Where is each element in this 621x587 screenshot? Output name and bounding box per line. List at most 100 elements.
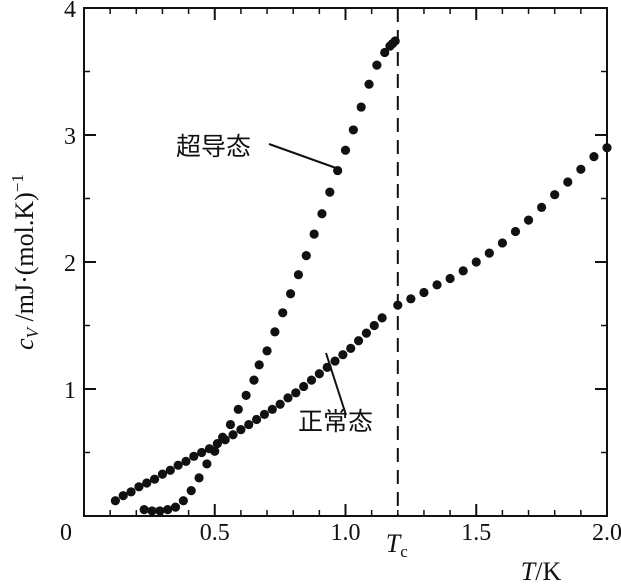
data-point: [537, 202, 547, 212]
plot-frame: [83, 7, 608, 517]
data-point: [361, 328, 372, 338]
data-point: [118, 491, 128, 501]
x-tick-label: 1.0: [331, 520, 361, 546]
data-point: [301, 251, 311, 261]
data-point: [369, 320, 379, 331]
data-point: [178, 496, 188, 506]
x-tick-label: 2.0: [592, 520, 621, 546]
data-point: [576, 164, 586, 174]
data-point: [445, 273, 455, 284]
data-point: [550, 190, 560, 200]
data-point: [563, 177, 573, 187]
x-tick-label: 0.5: [200, 520, 230, 546]
data-point: [259, 409, 270, 419]
data-point: [325, 187, 335, 197]
data-point: [317, 209, 327, 219]
data-point: [139, 505, 149, 515]
y-axis-label-c: c: [10, 338, 39, 350]
data-point: [220, 435, 230, 445]
tick-labels: 0.5 1.0 1.5 2.0 0 1 2 3 4: [60, 0, 621, 546]
data-point: [150, 474, 160, 484]
data-point: [471, 257, 481, 267]
data-point: [157, 469, 168, 479]
data-point: [197, 447, 207, 458]
x-axis-label-unit: /K: [535, 557, 561, 586]
data-point: [380, 47, 390, 58]
data-point: [126, 487, 136, 497]
normal-series: [110, 143, 612, 506]
data-point: [254, 360, 264, 370]
data-point: [346, 343, 356, 353]
superconducting-series: [139, 36, 400, 516]
data-point: [291, 388, 301, 398]
data-point: [251, 414, 262, 425]
data-point: [299, 381, 309, 392]
y-tick-label: 2: [64, 251, 76, 277]
data-point: [270, 327, 280, 337]
data-point: [170, 502, 181, 512]
data-point: [330, 356, 340, 366]
data-point: [244, 419, 254, 430]
x-tick-label: 1.5: [461, 520, 491, 546]
tc-label-main: T: [386, 529, 402, 558]
tc-label: Tc: [386, 529, 408, 561]
data-point: [241, 390, 251, 400]
data-point: [262, 346, 272, 356]
y-axis-label: cV /mJ·(mol.K)−1: [8, 174, 42, 350]
data-point: [233, 404, 243, 414]
data-point: [406, 294, 416, 304]
data-point: [142, 478, 152, 488]
data-point: [338, 350, 348, 360]
data-point: [458, 266, 468, 276]
data-point: [163, 505, 173, 515]
normal-annotation: 正常态: [298, 407, 373, 436]
data-point: [377, 313, 387, 323]
data-point: [602, 143, 612, 153]
data-point: [497, 238, 507, 248]
data-point: [225, 419, 236, 430]
data-point: [275, 399, 285, 409]
data-point: [589, 151, 599, 162]
y-axis-label-rest: /mJ·(mol.K): [10, 192, 39, 328]
data-point: [364, 79, 374, 89]
data-point: [212, 439, 222, 449]
data-point: [228, 430, 238, 440]
data-point: [309, 229, 319, 239]
data-point: [432, 280, 442, 290]
data-point: [372, 60, 382, 70]
x-axis-label-t: T: [521, 557, 537, 586]
data-point: [314, 369, 324, 379]
origin-tick-label: 0: [60, 520, 72, 546]
data-point: [340, 145, 351, 155]
data-point: [186, 486, 196, 496]
data-point: [484, 248, 494, 258]
tc-label-sub: c: [400, 542, 408, 561]
data-point: [278, 308, 288, 318]
data-point: [283, 393, 293, 403]
y-tick-label: 1: [64, 378, 76, 404]
data-point: [134, 482, 144, 492]
data-point: [173, 460, 183, 470]
data-point: [510, 226, 521, 237]
tick-marks: [83, 7, 608, 517]
data-point: [194, 473, 204, 483]
y-tick-label: 4: [64, 0, 76, 23]
data-point: [353, 336, 364, 346]
data-point: [110, 496, 120, 506]
data-point: [189, 451, 199, 461]
data-point: [236, 425, 246, 435]
data-point: [155, 506, 165, 516]
data-point: [390, 36, 400, 46]
data-point: [147, 506, 157, 516]
data-point: [204, 444, 215, 454]
data-point: [306, 375, 317, 385]
data-point: [267, 404, 277, 414]
data-point: [249, 375, 259, 385]
data-point: [181, 456, 191, 466]
y-axis-label-exp: −1: [8, 174, 27, 192]
data-point: [293, 270, 304, 280]
data-point: [285, 289, 296, 299]
data-point: [356, 102, 366, 112]
x-axis-label: T/K: [521, 557, 562, 586]
